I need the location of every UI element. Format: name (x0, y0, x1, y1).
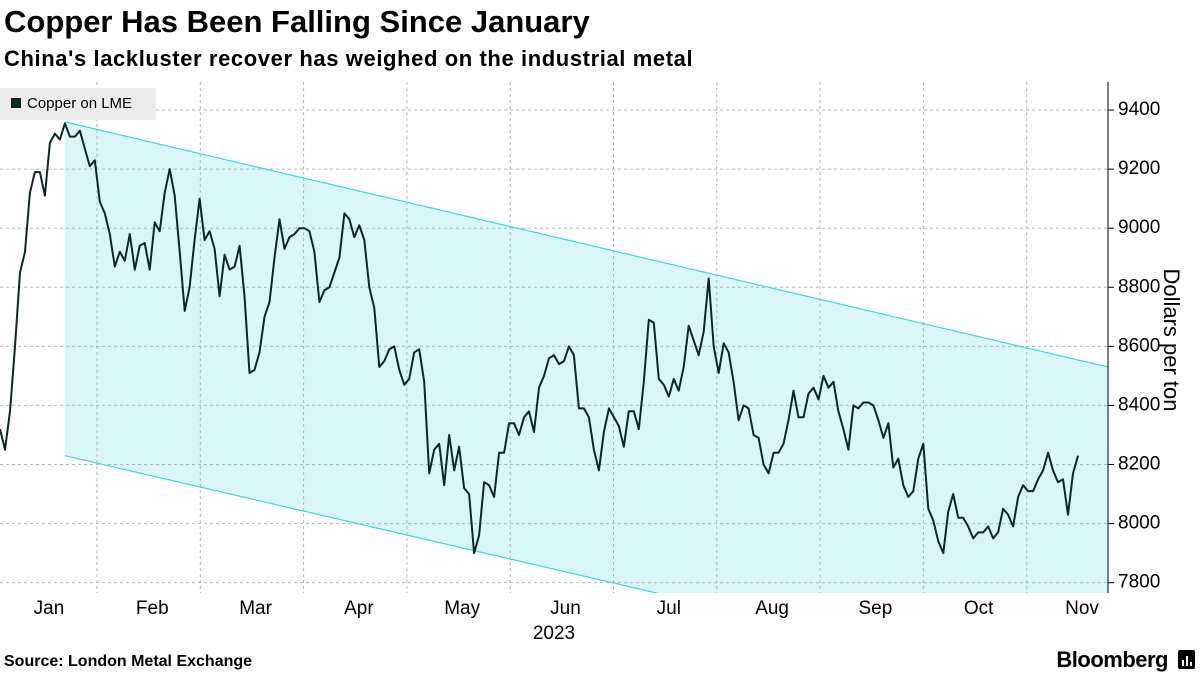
chart-title: Copper Has Been Falling Since January (4, 4, 590, 39)
x-tick-label: Aug (755, 598, 789, 619)
y-tick-label: 8600 (1118, 335, 1160, 356)
legend-label: Copper on LME (27, 95, 132, 112)
y-tick-label: 8800 (1118, 276, 1160, 297)
channel-lower (64, 455, 660, 593)
x-tick-label: Sep (858, 598, 892, 619)
x-tick-label: Nov (1065, 598, 1099, 619)
x-tick-label: Feb (136, 598, 169, 619)
y-tick-label: 8400 (1118, 394, 1160, 415)
channel-upper (64, 121, 1108, 368)
legend (0, 88, 156, 120)
price-line (0, 122, 1079, 555)
x-tick-label: Jan (34, 598, 65, 619)
x-tick-label: Jun (550, 598, 581, 619)
x-tick-label: May (444, 598, 480, 619)
y-axis-label: Dollars per ton (1159, 268, 1184, 411)
y-tick-label: 9400 (1118, 99, 1160, 120)
channel-fill (64, 121, 1108, 593)
y-tick-label: 9000 (1118, 217, 1160, 238)
x-tick-label: Jul (657, 598, 681, 619)
legend-swatch (11, 98, 21, 108)
x-tick-label: Oct (964, 598, 994, 619)
y-tick-label: 9200 (1118, 158, 1160, 179)
chart-subtitle: China's lackluster recover has weighed o… (4, 46, 693, 71)
plot-area: 7800 8000 8200 8400 8600 8800 9000 9200 9400 Jan F… (0, 82, 1160, 619)
x-tick-label: Mar (239, 598, 272, 619)
y-tick-label: 8200 (1118, 454, 1160, 475)
y-tick-label: 7800 (1118, 572, 1160, 593)
x-tick-label: Apr (344, 598, 374, 619)
source: Source: London Metal Exchange (4, 653, 252, 670)
y-tick-label: 8000 (1118, 513, 1160, 534)
brand: Bloomberg (1056, 647, 1168, 672)
x-year-label: 2023 (533, 623, 575, 644)
brand-icon (1178, 650, 1195, 669)
